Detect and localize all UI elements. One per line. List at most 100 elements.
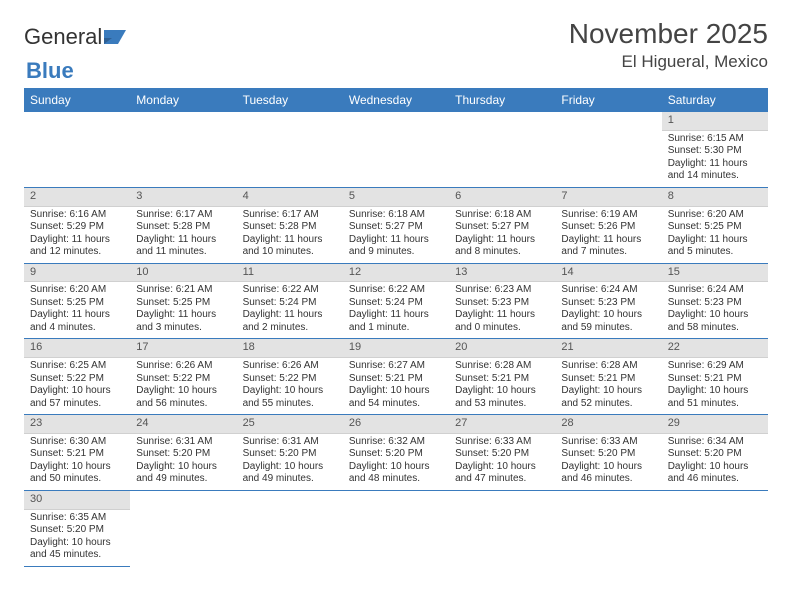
daylight-line: Daylight: 11 hours and 9 minutes.	[349, 234, 443, 259]
day-of-week-header: Thursday	[449, 88, 555, 112]
day-number: 11	[237, 264, 343, 283]
sunrise-line: Sunrise: 6:24 AM	[561, 284, 655, 297]
day-body: Sunrise: 6:24 AMSunset: 5:23 PMDaylight:…	[662, 282, 768, 338]
day-number: 24	[130, 415, 236, 434]
sunrise-line: Sunrise: 6:33 AM	[455, 436, 549, 449]
day-number: 25	[237, 415, 343, 434]
sunrise-line: Sunrise: 6:31 AM	[136, 436, 230, 449]
day-number: 8	[662, 188, 768, 207]
daylight-line: Daylight: 10 hours and 57 minutes.	[30, 385, 124, 410]
calendar-week-row: 1Sunrise: 6:15 AMSunset: 5:30 PMDaylight…	[24, 112, 768, 187]
sunrise-line: Sunrise: 6:26 AM	[243, 360, 337, 373]
day-body: Sunrise: 6:20 AMSunset: 5:25 PMDaylight:…	[662, 207, 768, 263]
calendar-empty-cell	[24, 112, 130, 187]
calendar-day-cell: 3Sunrise: 6:17 AMSunset: 5:28 PMDaylight…	[130, 187, 236, 263]
daylight-line: Daylight: 10 hours and 49 minutes.	[243, 461, 337, 486]
daylight-line: Daylight: 10 hours and 46 minutes.	[668, 461, 762, 486]
sunrise-line: Sunrise: 6:20 AM	[30, 284, 124, 297]
day-body: Sunrise: 6:20 AMSunset: 5:25 PMDaylight:…	[24, 282, 130, 338]
day-number: 4	[237, 188, 343, 207]
sunrise-line: Sunrise: 6:17 AM	[243, 209, 337, 222]
day-number: 7	[555, 188, 661, 207]
calendar-week-row: 23Sunrise: 6:30 AMSunset: 5:21 PMDayligh…	[24, 415, 768, 491]
sunset-line: Sunset: 5:24 PM	[243, 297, 337, 310]
calendar-day-cell: 23Sunrise: 6:30 AMSunset: 5:21 PMDayligh…	[24, 415, 130, 491]
calendar-day-cell: 21Sunrise: 6:28 AMSunset: 5:21 PMDayligh…	[555, 339, 661, 415]
sunset-line: Sunset: 5:20 PM	[243, 448, 337, 461]
sunset-line: Sunset: 5:25 PM	[668, 221, 762, 234]
daylight-line: Daylight: 11 hours and 5 minutes.	[668, 234, 762, 259]
daylight-line: Daylight: 11 hours and 2 minutes.	[243, 309, 337, 334]
calendar-day-cell: 1Sunrise: 6:15 AMSunset: 5:30 PMDaylight…	[662, 112, 768, 187]
day-number: 17	[130, 339, 236, 358]
calendar-day-cell: 2Sunrise: 6:16 AMSunset: 5:29 PMDaylight…	[24, 187, 130, 263]
calendar-day-cell: 17Sunrise: 6:26 AMSunset: 5:22 PMDayligh…	[130, 339, 236, 415]
day-body: Sunrise: 6:24 AMSunset: 5:23 PMDaylight:…	[555, 282, 661, 338]
sunset-line: Sunset: 5:26 PM	[561, 221, 655, 234]
day-body: Sunrise: 6:34 AMSunset: 5:20 PMDaylight:…	[662, 434, 768, 490]
calendar-day-cell: 22Sunrise: 6:29 AMSunset: 5:21 PMDayligh…	[662, 339, 768, 415]
calendar-day-cell: 13Sunrise: 6:23 AMSunset: 5:23 PMDayligh…	[449, 263, 555, 339]
day-number: 14	[555, 264, 661, 283]
sunrise-line: Sunrise: 6:28 AM	[455, 360, 549, 373]
day-number: 28	[555, 415, 661, 434]
sunrise-line: Sunrise: 6:29 AM	[668, 360, 762, 373]
daylight-line: Daylight: 10 hours and 55 minutes.	[243, 385, 337, 410]
day-body: Sunrise: 6:31 AMSunset: 5:20 PMDaylight:…	[130, 434, 236, 490]
daylight-line: Daylight: 10 hours and 50 minutes.	[30, 461, 124, 486]
day-number: 5	[343, 188, 449, 207]
calendar-empty-cell	[555, 490, 661, 566]
day-of-week-header: Saturday	[662, 88, 768, 112]
calendar-day-cell: 14Sunrise: 6:24 AMSunset: 5:23 PMDayligh…	[555, 263, 661, 339]
day-body: Sunrise: 6:26 AMSunset: 5:22 PMDaylight:…	[130, 358, 236, 414]
day-number: 22	[662, 339, 768, 358]
day-body: Sunrise: 6:15 AMSunset: 5:30 PMDaylight:…	[662, 131, 768, 187]
calendar-day-cell: 25Sunrise: 6:31 AMSunset: 5:20 PMDayligh…	[237, 415, 343, 491]
calendar-empty-cell	[130, 490, 236, 566]
sunrise-line: Sunrise: 6:33 AM	[561, 436, 655, 449]
calendar-empty-cell	[343, 490, 449, 566]
day-of-week-header: Friday	[555, 88, 661, 112]
daylight-line: Daylight: 10 hours and 49 minutes.	[136, 461, 230, 486]
day-body: Sunrise: 6:30 AMSunset: 5:21 PMDaylight:…	[24, 434, 130, 490]
sunset-line: Sunset: 5:27 PM	[349, 221, 443, 234]
daylight-line: Daylight: 10 hours and 56 minutes.	[136, 385, 230, 410]
daylight-line: Daylight: 10 hours and 51 minutes.	[668, 385, 762, 410]
day-body: Sunrise: 6:28 AMSunset: 5:21 PMDaylight:…	[555, 358, 661, 414]
sunrise-line: Sunrise: 6:18 AM	[455, 209, 549, 222]
sunset-line: Sunset: 5:21 PM	[349, 373, 443, 386]
calendar-day-cell: 9Sunrise: 6:20 AMSunset: 5:25 PMDaylight…	[24, 263, 130, 339]
day-body: Sunrise: 6:17 AMSunset: 5:28 PMDaylight:…	[237, 207, 343, 263]
calendar-day-cell: 20Sunrise: 6:28 AMSunset: 5:21 PMDayligh…	[449, 339, 555, 415]
location: El Higueral, Mexico	[569, 52, 768, 72]
sunset-line: Sunset: 5:20 PM	[349, 448, 443, 461]
calendar-day-cell: 5Sunrise: 6:18 AMSunset: 5:27 PMDaylight…	[343, 187, 449, 263]
sunset-line: Sunset: 5:21 PM	[455, 373, 549, 386]
day-body: Sunrise: 6:22 AMSunset: 5:24 PMDaylight:…	[343, 282, 449, 338]
daylight-line: Daylight: 10 hours and 52 minutes.	[561, 385, 655, 410]
calendar-day-cell: 19Sunrise: 6:27 AMSunset: 5:21 PMDayligh…	[343, 339, 449, 415]
calendar-day-cell: 29Sunrise: 6:34 AMSunset: 5:20 PMDayligh…	[662, 415, 768, 491]
daylight-line: Daylight: 10 hours and 59 minutes.	[561, 309, 655, 334]
sunrise-line: Sunrise: 6:22 AM	[349, 284, 443, 297]
sunrise-line: Sunrise: 6:30 AM	[30, 436, 124, 449]
calendar-day-cell: 27Sunrise: 6:33 AMSunset: 5:20 PMDayligh…	[449, 415, 555, 491]
sunrise-line: Sunrise: 6:34 AM	[668, 436, 762, 449]
day-body: Sunrise: 6:18 AMSunset: 5:27 PMDaylight:…	[343, 207, 449, 263]
day-number: 3	[130, 188, 236, 207]
sunrise-line: Sunrise: 6:15 AM	[668, 133, 762, 146]
sunrise-line: Sunrise: 6:18 AM	[349, 209, 443, 222]
day-number: 2	[24, 188, 130, 207]
sunrise-line: Sunrise: 6:17 AM	[136, 209, 230, 222]
calendar-day-cell: 28Sunrise: 6:33 AMSunset: 5:20 PMDayligh…	[555, 415, 661, 491]
calendar-day-cell: 7Sunrise: 6:19 AMSunset: 5:26 PMDaylight…	[555, 187, 661, 263]
sunset-line: Sunset: 5:27 PM	[455, 221, 549, 234]
day-body: Sunrise: 6:18 AMSunset: 5:27 PMDaylight:…	[449, 207, 555, 263]
calendar-empty-cell	[237, 112, 343, 187]
sunrise-line: Sunrise: 6:21 AM	[136, 284, 230, 297]
day-of-week-header: Tuesday	[237, 88, 343, 112]
calendar-page: General November 2025 El Higueral, Mexic…	[0, 0, 792, 585]
sunrise-line: Sunrise: 6:23 AM	[455, 284, 549, 297]
day-number: 21	[555, 339, 661, 358]
day-of-week-header: Sunday	[24, 88, 130, 112]
